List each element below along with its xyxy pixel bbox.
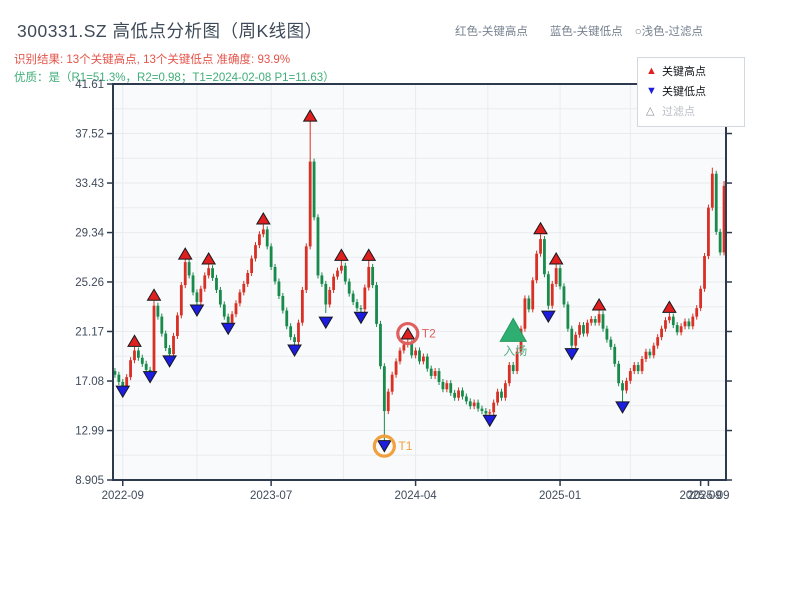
quality-result-text: 优质：是（R1=51.3%，R2=0.98；T1=2024-02-08 P1=1…: [14, 72, 335, 84]
svg-text:37.52: 37.52: [75, 129, 104, 141]
legend-inline-filtered: ○浅色-过滤点: [634, 26, 703, 38]
svg-text:33.43: 33.43: [75, 178, 104, 190]
svg-text:41.61: 41.61: [75, 79, 104, 91]
legend-item-label: 关键低点: [662, 86, 706, 98]
legend-inline-key-low: 蓝色-关键低点: [549, 26, 623, 38]
key-low-triangle-icon: ▼: [646, 84, 657, 97]
key-high-markers: [127, 109, 677, 347]
svg-text:12.99: 12.99: [75, 426, 104, 438]
svg-text:入场: 入场: [503, 344, 527, 358]
filtered-triangle-icon: △: [646, 104, 655, 117]
key-high-triangle-icon: ▲: [646, 64, 657, 77]
svg-text:2025-09: 2025-09: [687, 490, 729, 502]
svg-text:T1: T1: [398, 439, 412, 453]
legend-item-key-high: ▲ 关键高点: [646, 61, 736, 81]
entry-marker: 入场: [499, 317, 527, 358]
svg-text:17.08: 17.08: [75, 376, 104, 388]
svg-text:2024-04: 2024-04: [394, 490, 437, 502]
legend-item-label: 关键高点: [662, 66, 706, 78]
candles: [113, 120, 726, 443]
legend-item-label: 过滤点: [662, 106, 695, 118]
svg-text:2025-09: 2025-09: [680, 490, 722, 502]
svg-text:21.17: 21.17: [75, 326, 104, 338]
axis-ticks: 8.905 12.99 17.08 21.17 25.26 29.34 33.43 37.52…: [75, 79, 732, 502]
legend-inline-key-high: 红色-关键高点: [455, 26, 528, 38]
svg-text:8.905: 8.905: [75, 475, 104, 487]
svg-text:2022-09: 2022-09: [102, 490, 144, 502]
svg-text:25.26: 25.26: [75, 277, 104, 289]
recognition-result-text: 识别结果: 13个关键高点, 13个关键低点 准确度: 93.9%: [14, 54, 291, 66]
legend-item-key-low: ▼ 关键低点: [646, 81, 736, 101]
page-title: 300331.SZ 高低点分析图（周K线图）: [17, 21, 323, 41]
legend-item-filtered: △ 过滤点: [646, 101, 736, 121]
key-low-markers: [115, 304, 630, 453]
svg-text:T2: T2: [422, 327, 436, 341]
svg-text:2025-01: 2025-01: [539, 490, 581, 502]
svg-text:2023-07: 2023-07: [250, 490, 292, 502]
svg-text:29.34: 29.34: [75, 228, 104, 240]
t1-t2-annotations: T1 T2: [372, 321, 436, 458]
legend-inline: 红色-关键高点 蓝色-关键低点 ○浅色-过滤点: [455, 23, 703, 39]
chart-legend: ▲ 关键高点 ▼ 关键低点 △ 过滤点: [637, 57, 745, 127]
